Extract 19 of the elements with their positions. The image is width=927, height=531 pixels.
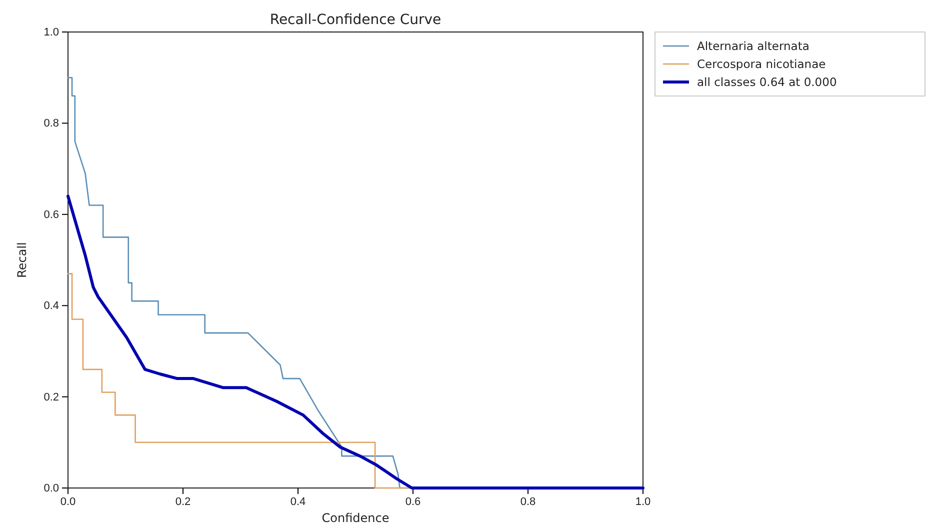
x-axis-title: Confidence (322, 511, 390, 525)
x-tick-label: 0.6 (405, 496, 421, 508)
y-tick-label: 0.6 (44, 208, 59, 221)
x-tick-label: 1.0 (635, 496, 651, 508)
line-series (66, 194, 644, 490)
legend-label: Cercospora nicotianae (697, 57, 826, 71)
x-tick-label: 0.0 (60, 496, 76, 508)
x-tick-label: 0.4 (290, 496, 306, 508)
x-tick-label: 0.8 (520, 496, 536, 508)
legend-label: Alternaria alternata (697, 39, 810, 53)
y-tick-label: 0.4 (44, 300, 59, 312)
y-tick-label: 0.2 (44, 391, 59, 404)
chart-title: Recall-Confidence Curve (270, 12, 442, 28)
legend-label: all classes 0.64 at 0.000 (697, 75, 837, 89)
y-axis-title: Recall (15, 242, 29, 278)
y-tick-label: 1.0 (44, 26, 59, 39)
y-tick-label: 0.0 (44, 482, 59, 495)
x-tick-label: 0.2 (175, 496, 191, 508)
y-tick-label: 0.8 (44, 118, 59, 130)
